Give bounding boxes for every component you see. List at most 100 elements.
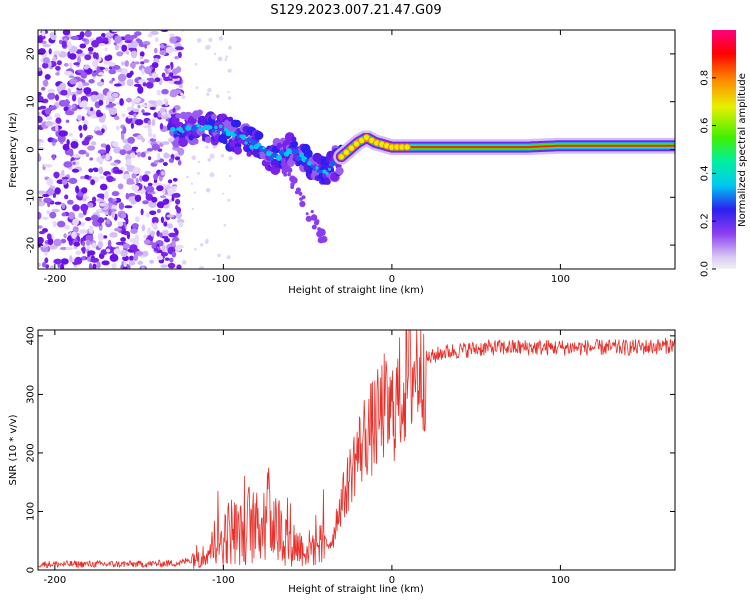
noise-blob [96, 198, 105, 202]
noise-blob [59, 39, 63, 45]
noise-blob [64, 225, 70, 230]
ridge-core [262, 146, 266, 150]
tail-blob [280, 162, 285, 167]
noise-dot [227, 68, 232, 73]
noise-blob [147, 132, 153, 138]
noise-blob [148, 156, 152, 161]
noise-blob [133, 254, 139, 262]
ridge-peak [337, 153, 345, 161]
noise-blob [151, 196, 158, 203]
noise-blob [98, 43, 106, 47]
tail-blob [313, 220, 320, 226]
noise-blob [121, 61, 125, 66]
noise-blob [84, 54, 92, 61]
ridge-core [299, 152, 305, 158]
noise-blob [135, 250, 144, 256]
snr-ytick-label: 400 [26, 326, 37, 345]
snr-panel: -200 -100 0 100 0 100 200 300 400 Height of stra… [8, 326, 676, 595]
noise-blob [64, 194, 69, 200]
noise-blob [78, 212, 84, 218]
noise-blob [140, 151, 146, 158]
noise-blob [174, 245, 182, 252]
noise-blob [81, 116, 85, 121]
noise-blob [113, 146, 122, 154]
noise-blob [61, 202, 66, 210]
noise-blob [38, 153, 41, 162]
ridge-peak [352, 140, 361, 148]
noise-blob [166, 214, 174, 218]
noise-blob [55, 124, 59, 132]
noise-blob [95, 130, 103, 135]
noise-blob [151, 216, 159, 224]
noise-blob [38, 142, 41, 147]
noise-blob [69, 148, 74, 157]
ridge-core [266, 150, 272, 157]
noise-blob [57, 134, 66, 143]
noise-blob [126, 72, 133, 78]
noise-blob [162, 230, 169, 237]
noise-blob [60, 89, 68, 96]
noise-blob [154, 47, 158, 54]
noise-blob [172, 146, 181, 151]
noise-blob [84, 30, 92, 38]
noise-blob [115, 169, 123, 174]
noise-blob [61, 169, 65, 176]
noise-blob [147, 227, 152, 235]
noise-blob [153, 112, 158, 118]
ridge-peak [403, 143, 411, 151]
noise-blob [153, 222, 158, 229]
noise-blob [87, 46, 94, 53]
ridge-halo [291, 136, 297, 142]
noise-dot [186, 175, 189, 179]
noise-blob [148, 79, 156, 83]
ridge-halo [227, 116, 234, 122]
noise-blob [44, 257, 49, 264]
noise-blob [125, 158, 132, 166]
tail-blob [320, 235, 328, 243]
noise-blob [38, 91, 42, 97]
noise-blob [38, 225, 43, 229]
tail-blob [299, 197, 303, 201]
noise-blob [159, 50, 167, 56]
noise-blob [107, 61, 116, 67]
noise-blob [90, 94, 98, 103]
tail-blob [282, 158, 286, 162]
noise-blob [90, 91, 99, 96]
noise-blob [48, 48, 52, 55]
noise-blob [47, 238, 54, 246]
noise-blob [78, 124, 83, 131]
noise-blob [38, 48, 46, 55]
ridge-peak [347, 144, 356, 152]
noise-blob [122, 173, 131, 180]
colorbar-tick-label: 0.6 [700, 118, 711, 134]
noise-blob [58, 130, 67, 137]
noise-blob [80, 71, 88, 79]
noise-blob [164, 257, 170, 261]
noise-blob [65, 119, 70, 124]
noise-blob [52, 50, 62, 55]
noise-blob [146, 81, 154, 89]
noise-blob [71, 104, 76, 109]
noise-blob [66, 139, 70, 146]
noise-blob [161, 112, 166, 116]
noise-blob [172, 68, 179, 75]
noise-blob [84, 245, 91, 250]
noise-blob [156, 201, 166, 209]
noise-blob [67, 88, 72, 96]
noise-blob [131, 223, 139, 229]
noise-blob [112, 92, 119, 98]
noise-blob [142, 112, 151, 116]
noise-blob [86, 239, 91, 246]
noise-blob [91, 242, 97, 249]
noise-blob [161, 72, 166, 78]
noise-blob [143, 59, 150, 63]
noise-blob [41, 98, 49, 104]
noise-blob [46, 115, 53, 121]
noise-blob [127, 115, 132, 119]
noise-blob [43, 163, 53, 168]
noise-blob [57, 220, 66, 228]
noise-blob [51, 208, 60, 213]
noise-blob [173, 80, 182, 85]
noise-blob [142, 200, 149, 205]
